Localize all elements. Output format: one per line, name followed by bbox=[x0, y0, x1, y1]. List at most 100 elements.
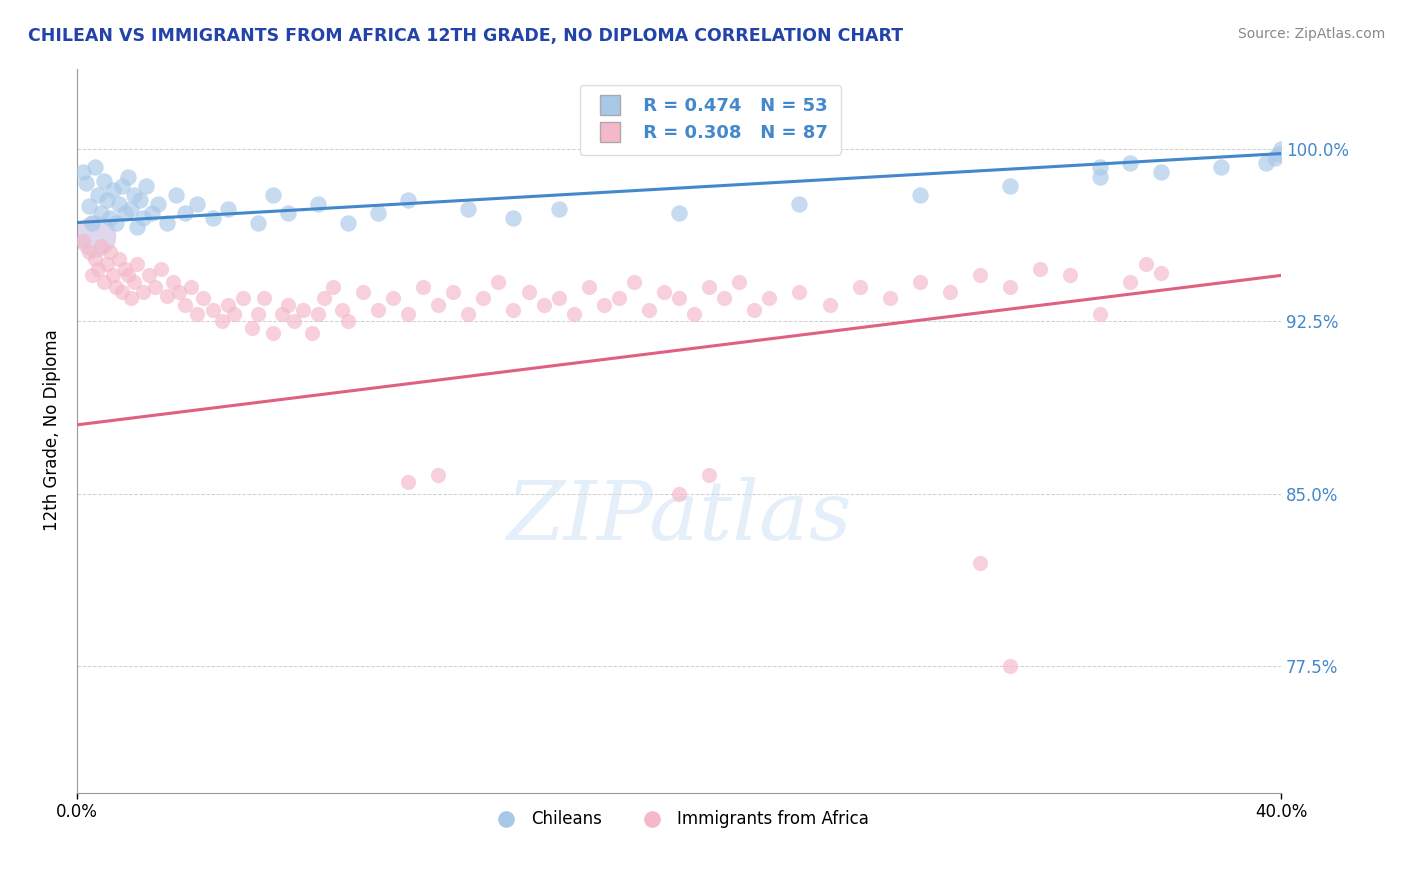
Point bbox=[174, 206, 197, 220]
Point bbox=[246, 215, 269, 229]
Point bbox=[262, 188, 284, 202]
Point bbox=[592, 298, 614, 312]
Point bbox=[186, 308, 208, 322]
Point bbox=[728, 275, 751, 289]
Point bbox=[291, 302, 314, 317]
Point bbox=[697, 468, 720, 483]
Point bbox=[879, 292, 901, 306]
Point bbox=[1090, 169, 1112, 184]
Point bbox=[301, 326, 323, 340]
Point bbox=[103, 268, 125, 283]
Point bbox=[998, 659, 1021, 673]
Point bbox=[1090, 308, 1112, 322]
Point bbox=[1209, 161, 1232, 175]
Point bbox=[217, 202, 239, 216]
Point bbox=[277, 206, 299, 220]
Point bbox=[367, 302, 389, 317]
Y-axis label: 12th Grade, No Diploma: 12th Grade, No Diploma bbox=[44, 330, 60, 532]
Point bbox=[441, 285, 464, 299]
Point bbox=[668, 487, 690, 501]
Point bbox=[457, 202, 479, 216]
Point bbox=[307, 197, 329, 211]
Point bbox=[84, 252, 107, 267]
Point bbox=[336, 314, 359, 328]
Point bbox=[312, 292, 335, 306]
Point bbox=[969, 268, 991, 283]
Point bbox=[105, 280, 128, 294]
Point bbox=[77, 199, 100, 213]
Point bbox=[186, 197, 208, 211]
Point bbox=[127, 257, 149, 271]
Point bbox=[201, 211, 224, 225]
Point bbox=[93, 174, 115, 188]
Point bbox=[114, 206, 136, 220]
Point bbox=[330, 302, 353, 317]
Point bbox=[162, 275, 184, 289]
Point bbox=[169, 285, 191, 299]
Point bbox=[138, 268, 160, 283]
Point bbox=[253, 292, 276, 306]
Point bbox=[246, 308, 269, 322]
Point bbox=[562, 308, 585, 322]
Point bbox=[82, 215, 104, 229]
Point bbox=[90, 206, 112, 220]
Point bbox=[547, 292, 569, 306]
Point bbox=[1270, 142, 1292, 156]
Point bbox=[72, 234, 94, 248]
Point bbox=[1267, 146, 1289, 161]
Point bbox=[472, 292, 495, 306]
Point bbox=[578, 280, 600, 294]
Point bbox=[277, 298, 299, 312]
Point bbox=[217, 298, 239, 312]
Point bbox=[488, 275, 510, 289]
Point bbox=[84, 229, 107, 244]
Point bbox=[124, 188, 146, 202]
Point bbox=[84, 161, 107, 175]
Point bbox=[87, 261, 110, 276]
Point bbox=[143, 280, 166, 294]
Point bbox=[232, 292, 254, 306]
Point bbox=[713, 292, 735, 306]
Point bbox=[111, 178, 134, 193]
Point bbox=[120, 292, 142, 306]
Point bbox=[1119, 275, 1142, 289]
Point bbox=[98, 211, 121, 225]
Point bbox=[174, 298, 197, 312]
Point bbox=[283, 314, 305, 328]
Point bbox=[697, 280, 720, 294]
Point bbox=[547, 202, 569, 216]
Point bbox=[789, 197, 811, 211]
Point bbox=[108, 197, 131, 211]
Point bbox=[96, 257, 118, 271]
Point bbox=[98, 245, 121, 260]
Point bbox=[427, 298, 450, 312]
Point bbox=[117, 169, 139, 184]
Point bbox=[193, 292, 215, 306]
Point bbox=[396, 475, 419, 490]
Point bbox=[1149, 165, 1171, 179]
Point bbox=[150, 261, 173, 276]
Point bbox=[652, 285, 675, 299]
Point bbox=[132, 285, 155, 299]
Point bbox=[77, 245, 100, 260]
Point bbox=[103, 183, 125, 197]
Point bbox=[502, 302, 524, 317]
Point bbox=[1059, 268, 1081, 283]
Point bbox=[132, 211, 155, 225]
Point bbox=[1149, 266, 1171, 280]
Point bbox=[668, 292, 690, 306]
Point bbox=[412, 280, 434, 294]
Point bbox=[156, 215, 179, 229]
Point bbox=[382, 292, 405, 306]
Point bbox=[668, 206, 690, 220]
Point bbox=[96, 193, 118, 207]
Point bbox=[114, 261, 136, 276]
Point bbox=[148, 197, 170, 211]
Point bbox=[908, 275, 931, 289]
Point bbox=[87, 188, 110, 202]
Point bbox=[111, 285, 134, 299]
Point bbox=[623, 275, 645, 289]
Point bbox=[969, 556, 991, 570]
Point bbox=[141, 206, 163, 220]
Point bbox=[105, 215, 128, 229]
